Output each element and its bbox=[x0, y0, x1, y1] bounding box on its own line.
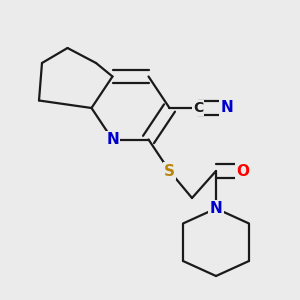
Text: N: N bbox=[220, 100, 233, 116]
Text: C: C bbox=[193, 101, 203, 115]
Text: N: N bbox=[210, 201, 222, 216]
Text: N: N bbox=[106, 132, 119, 147]
Text: O: O bbox=[236, 164, 250, 178]
Text: S: S bbox=[164, 164, 175, 178]
